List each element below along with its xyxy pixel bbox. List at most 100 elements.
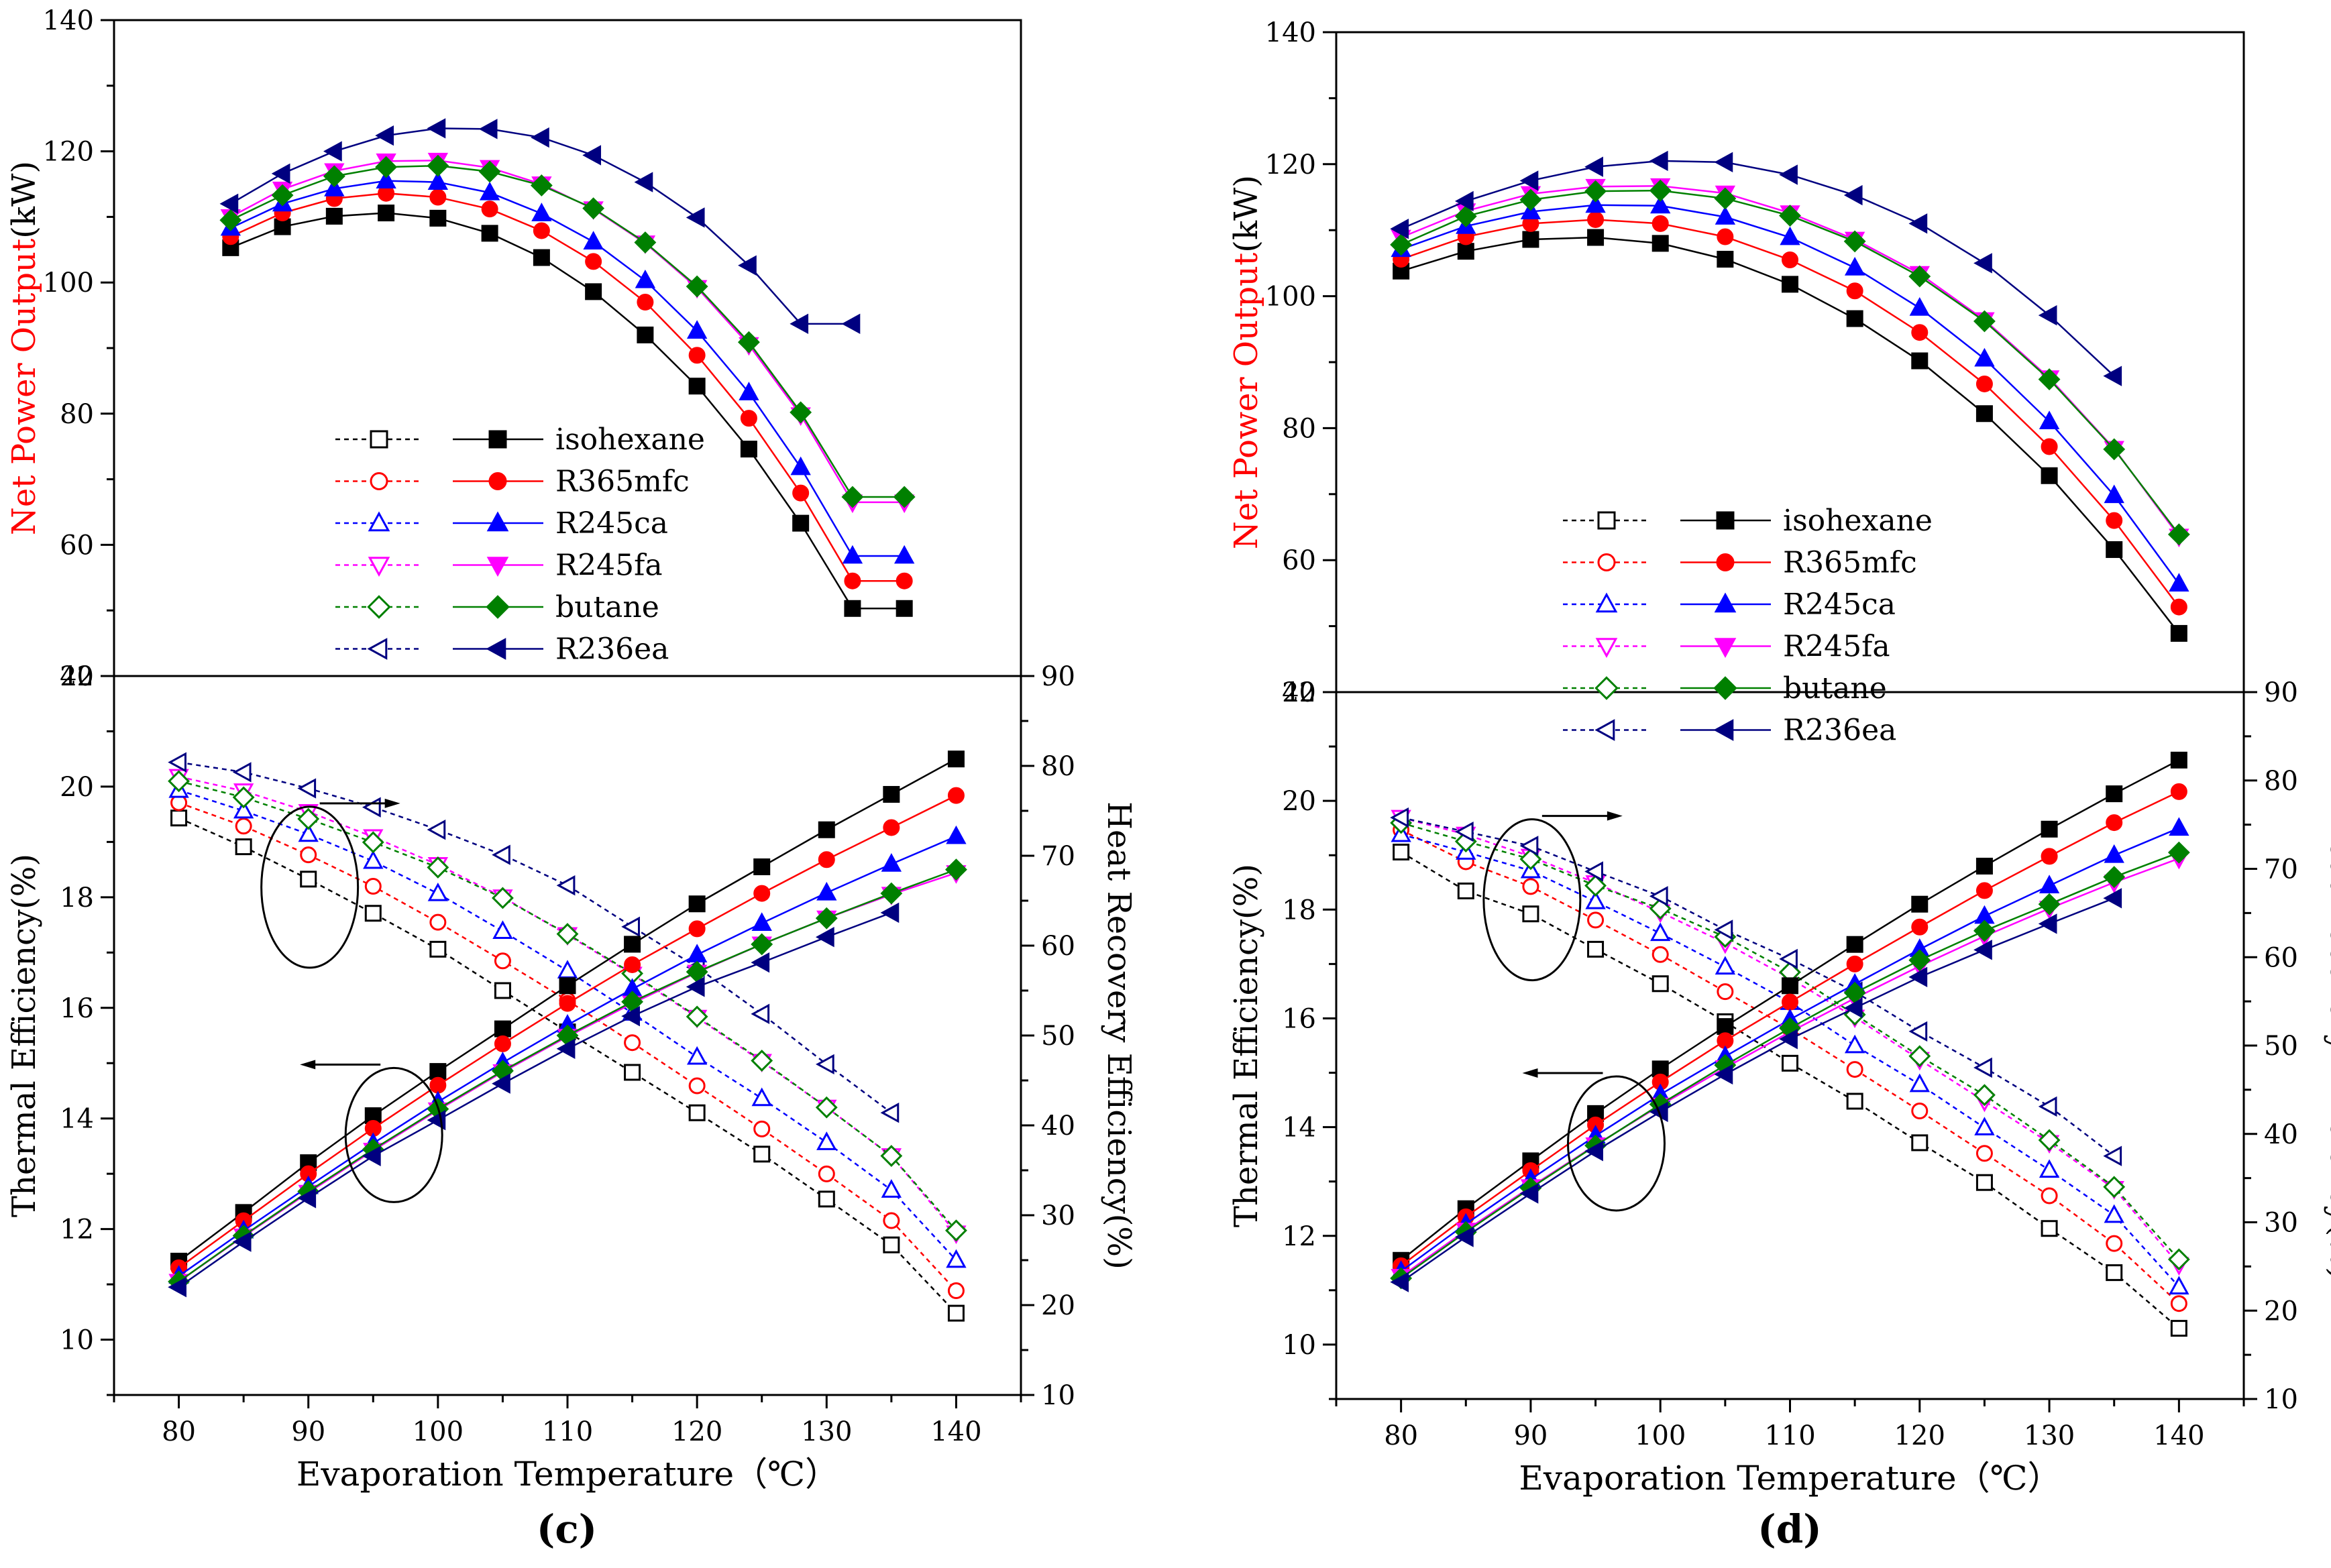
heat-recovery-data-point bbox=[1844, 1034, 1865, 1054]
heat-recovery-data-point bbox=[298, 823, 319, 842]
thermal-data-point bbox=[1779, 1029, 1798, 1050]
thermal-data-point bbox=[556, 1038, 576, 1059]
power-data-point bbox=[1717, 228, 1734, 245]
power-data-point bbox=[740, 441, 757, 458]
power-data-point bbox=[2170, 598, 2187, 616]
power-data-point bbox=[841, 313, 861, 334]
heat-recovery-series-line bbox=[1400, 851, 2180, 1329]
thermal-data-point bbox=[753, 885, 771, 902]
power-data-point bbox=[533, 249, 550, 266]
power-series-butane bbox=[1390, 179, 2190, 546]
legend-entry-R245fa: R245fa bbox=[1563, 630, 1890, 664]
y-axis-label-colored: Net Power Output bbox=[1228, 253, 1265, 549]
heat-recovery-data-point bbox=[624, 1034, 641, 1052]
power-data-point bbox=[896, 572, 913, 590]
y-tick-label: 18 bbox=[60, 883, 94, 913]
heat-recovery-data-point bbox=[947, 1282, 965, 1300]
thermal-data-point bbox=[2167, 841, 2190, 864]
thermal-data-point bbox=[881, 853, 902, 872]
heat-recovery-data-point bbox=[1715, 956, 1736, 975]
heat-recovery-data-point bbox=[818, 1165, 835, 1182]
heat-recovery-data-point bbox=[1717, 983, 1734, 1001]
heat-recovery-data-point bbox=[1522, 905, 1539, 923]
legend-entry-R245ca: R245ca bbox=[335, 506, 668, 541]
power-data-point bbox=[427, 154, 449, 177]
arrow-left-head bbox=[300, 1060, 316, 1070]
y-tick-label: 22 bbox=[1282, 677, 1316, 708]
power-data-point bbox=[376, 170, 396, 189]
heat-recovery-data-point bbox=[492, 887, 514, 909]
power-data-point bbox=[2038, 304, 2057, 326]
power-data-point bbox=[2041, 467, 2058, 484]
heat-recovery-data-point bbox=[2169, 1276, 2189, 1295]
top-y-axis-label: Net Power Output(kW) bbox=[1228, 175, 1265, 549]
thermal-data-point bbox=[946, 825, 967, 844]
y-tick-label: 100 bbox=[43, 268, 94, 298]
power-data-point bbox=[635, 269, 656, 288]
y-tick-label: 10 bbox=[60, 1325, 94, 1356]
power-data-point bbox=[585, 253, 602, 270]
legend-label: R365mfc bbox=[555, 465, 690, 499]
thermal-data-point bbox=[1714, 1064, 1733, 1085]
power-data-point bbox=[219, 193, 239, 215]
heat-recovery-data-point bbox=[686, 1046, 708, 1065]
x-tick-label: 80 bbox=[162, 1416, 196, 1447]
x-tick-label: 80 bbox=[1384, 1420, 1418, 1451]
heat-recovery-series-R245ca bbox=[168, 779, 967, 1268]
thermal-data-point bbox=[751, 952, 770, 973]
bottom-plot: 10 12 14 16 18 20 22 10 20 30 40 50 60 70 80 90 80 90 100 1… bbox=[5, 661, 1138, 1494]
power-data-point bbox=[792, 484, 810, 502]
thermal-data-point bbox=[2103, 888, 2122, 909]
heat-recovery-data-point bbox=[883, 1212, 900, 1229]
heat-recovery-data-point bbox=[1911, 1102, 1929, 1119]
thermal-data-point bbox=[815, 927, 834, 948]
arrow-right-head bbox=[384, 798, 400, 808]
x-axis-label: Evaporation Temperature（℃） bbox=[1519, 1459, 2061, 1498]
power-data-point bbox=[2169, 573, 2189, 592]
power-data-point bbox=[2039, 410, 2060, 429]
legend-entry-butane: butane bbox=[335, 590, 659, 624]
y-right-tick-label: 10 bbox=[1041, 1380, 1075, 1411]
power-data-point bbox=[378, 205, 395, 222]
thermal-data-point bbox=[1911, 895, 1929, 913]
y-tick-label: 10 bbox=[1282, 1330, 1316, 1361]
ellipse-annotation bbox=[260, 805, 360, 969]
legend-entry-R236ea: R236ea bbox=[1563, 714, 1896, 748]
y-right-tick-label: 20 bbox=[2264, 1296, 2298, 1327]
thermal-data-point bbox=[2106, 785, 2123, 803]
heat-recovery-data-point bbox=[168, 752, 186, 773]
power-data-point bbox=[323, 141, 342, 162]
heat-recovery-data-point bbox=[880, 1103, 900, 1123]
power-data-point bbox=[1390, 219, 1409, 239]
power-data-point bbox=[429, 209, 447, 227]
heat-recovery-data-point bbox=[751, 1003, 770, 1025]
heat-recovery-data-point bbox=[818, 1190, 835, 1208]
legend-hollow-marker bbox=[1597, 553, 1616, 571]
y-axis-label-unit: (kW) bbox=[5, 161, 43, 239]
thermal-data-point bbox=[883, 785, 900, 803]
power-data-point bbox=[219, 209, 242, 231]
power-data-point bbox=[2104, 484, 2124, 504]
legend-filled-marker bbox=[1716, 553, 1735, 571]
heat-recovery-data-point bbox=[753, 1145, 771, 1163]
power-data-point bbox=[738, 255, 757, 276]
y-axis-label-unit: (kW) bbox=[1228, 175, 1265, 253]
heat-recovery-data-point bbox=[1584, 875, 1607, 897]
heat-recovery-data-point bbox=[753, 1120, 771, 1137]
thermal-data-point bbox=[818, 851, 835, 869]
power-data-point bbox=[271, 184, 294, 207]
power-data-point bbox=[1714, 187, 1737, 210]
thermal-data-point bbox=[2038, 893, 2061, 915]
heat-recovery-data-point bbox=[1846, 1061, 1863, 1078]
power-data-point bbox=[737, 331, 760, 353]
power-data-point bbox=[1717, 250, 1734, 268]
heat-recovery-data-point bbox=[2170, 1295, 2187, 1312]
legend-hollow-marker bbox=[1594, 676, 1619, 700]
thermal-data-point bbox=[818, 821, 835, 838]
heat-recovery-data-point bbox=[494, 982, 511, 999]
heat-recovery-data-point bbox=[1649, 886, 1668, 907]
thermal-data-point bbox=[621, 1005, 640, 1027]
power-data-point bbox=[1519, 170, 1539, 191]
y-tick-label: 60 bbox=[60, 530, 94, 561]
power-data-point bbox=[2167, 523, 2190, 546]
